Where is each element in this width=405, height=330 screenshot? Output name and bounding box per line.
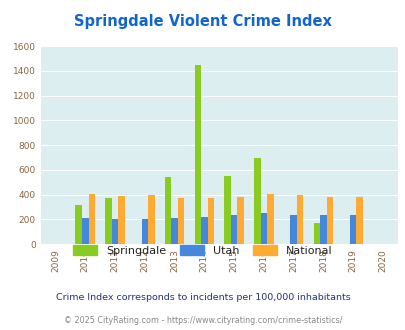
Bar	[230, 215, 237, 244]
Bar	[118, 196, 125, 244]
Text: Springdale Violent Crime Index: Springdale Violent Crime Index	[74, 14, 331, 29]
Bar	[141, 219, 148, 244]
Bar	[111, 219, 118, 244]
Bar	[290, 215, 296, 244]
Text: Crime Index corresponds to incidents per 100,000 inhabitants: Crime Index corresponds to incidents per…	[55, 292, 350, 302]
Bar	[164, 178, 171, 244]
Bar	[177, 198, 184, 244]
Bar	[260, 213, 266, 244]
Bar	[207, 198, 214, 244]
Bar	[320, 214, 326, 244]
Bar	[148, 195, 154, 244]
Bar	[200, 217, 207, 244]
Bar	[349, 214, 356, 244]
Bar	[224, 176, 230, 244]
Bar	[313, 222, 320, 244]
Bar	[266, 194, 273, 244]
Bar	[75, 205, 82, 244]
Bar	[356, 197, 362, 244]
Bar	[254, 157, 260, 244]
Bar	[88, 194, 95, 244]
Bar	[105, 198, 111, 244]
Bar	[82, 217, 88, 244]
Bar	[326, 197, 333, 244]
Bar	[296, 195, 303, 244]
Bar	[237, 197, 243, 244]
Text: © 2025 CityRating.com - https://www.cityrating.com/crime-statistics/: © 2025 CityRating.com - https://www.city…	[64, 315, 341, 325]
Bar	[171, 218, 177, 244]
Legend: Springdale, Utah, National: Springdale, Utah, National	[68, 240, 337, 260]
Bar	[194, 65, 200, 244]
